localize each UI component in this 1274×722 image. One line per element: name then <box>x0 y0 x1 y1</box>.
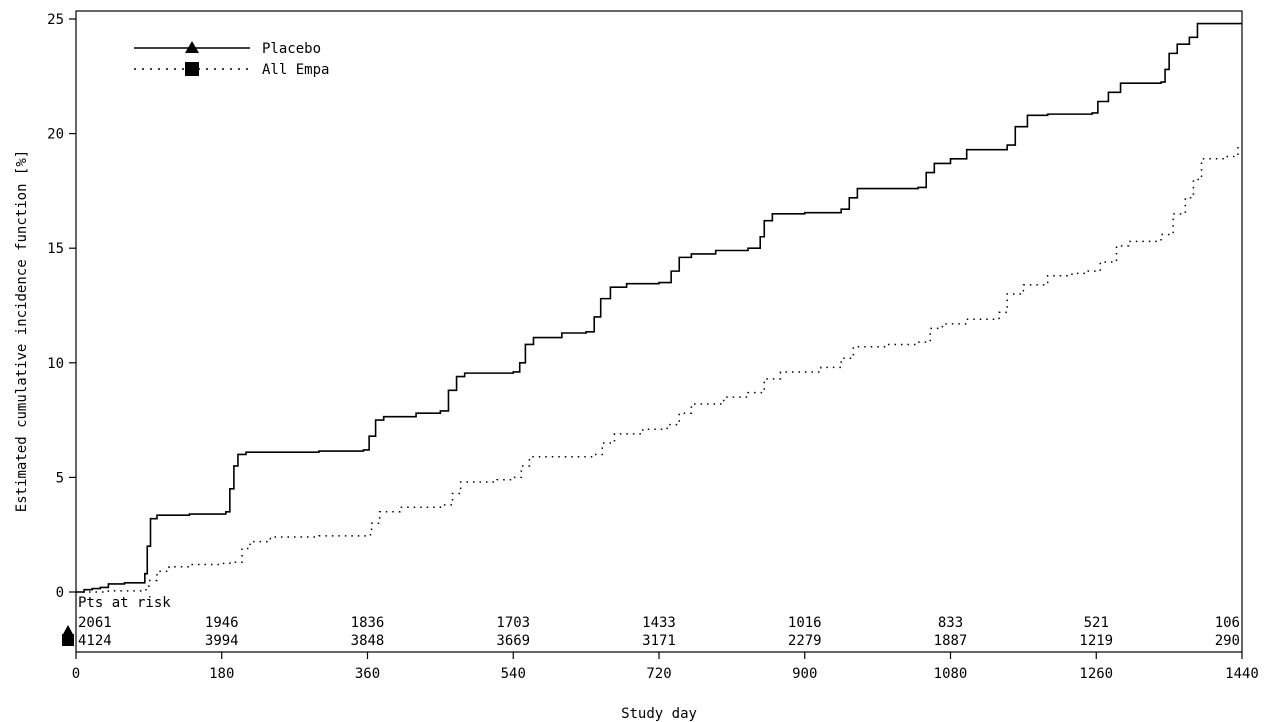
risk-value: 106 <box>1215 615 1240 631</box>
risk-value: 2279 <box>788 633 822 649</box>
risk-value: 3994 <box>205 633 239 649</box>
risk-table: Pts at risk 2061 1946 1836 1703 1433 1016 833 5… <box>62 595 1240 649</box>
y-axis: 0 5 10 15 20 25 <box>47 12 76 601</box>
risk-value: 1887 <box>934 633 968 649</box>
risk-value: 1219 <box>1079 633 1113 649</box>
x-axis: 0 180 360 540 720 900 1080 1260 1440 <box>72 652 1259 682</box>
risk-values: 2061 1946 1836 1703 1433 1016 833 521 106 4124 399… <box>78 615 1240 649</box>
risk-empa-square-icon <box>62 634 74 646</box>
legend-empa-square-icon <box>185 62 199 76</box>
x-tick-label: 540 <box>501 666 526 682</box>
legend-placebo-label: Placebo <box>262 41 321 57</box>
y-tick-label: 15 <box>47 241 64 257</box>
risk-placebo-triangle-icon <box>62 625 74 636</box>
y-tick-label: 10 <box>47 356 64 372</box>
y-tick-label: 5 <box>56 470 64 486</box>
y-tick-label: 25 <box>47 12 64 28</box>
legend: Placebo All Empa <box>134 41 329 78</box>
risk-value: 2061 <box>78 615 112 631</box>
risk-value: 3171 <box>642 633 676 649</box>
risk-value: 3848 <box>351 633 385 649</box>
risk-value: 1016 <box>788 615 822 631</box>
x-tick-label: 1080 <box>934 666 968 682</box>
risk-value: 4124 <box>78 633 112 649</box>
risk-value: 1703 <box>496 615 530 631</box>
plot-frame <box>75 10 1243 653</box>
x-tick-label: 360 <box>355 666 380 682</box>
risk-value: 1433 <box>642 615 676 631</box>
legend-placebo-triangle-icon <box>185 41 199 53</box>
x-tick-label: 180 <box>209 666 234 682</box>
y-axis-label: Estimated cumulative incidence function … <box>14 150 30 512</box>
legend-empa-label: All Empa <box>262 62 329 78</box>
risk-value: 290 <box>1215 633 1240 649</box>
risk-value: 3669 <box>496 633 530 649</box>
x-tick-label: 0 <box>72 666 80 682</box>
risk-value: 1836 <box>351 615 385 631</box>
x-tick-label: 1440 <box>1225 666 1259 682</box>
x-tick-label: 720 <box>646 666 671 682</box>
risk-table-header: Pts at risk <box>78 595 171 611</box>
y-tick-label: 20 <box>47 127 64 143</box>
risk-value: 521 <box>1084 615 1109 631</box>
series-line-placebo <box>76 22 1242 593</box>
x-tick-label: 1260 <box>1079 666 1113 682</box>
series-lines <box>76 22 1242 593</box>
x-axis-label: Study day <box>621 706 697 722</box>
y-tick-label: 0 <box>56 585 64 601</box>
x-tick-label: 900 <box>792 666 817 682</box>
series-line-all-empa <box>76 145 1239 593</box>
risk-value: 833 <box>938 615 963 631</box>
risk-value: 1946 <box>205 615 239 631</box>
